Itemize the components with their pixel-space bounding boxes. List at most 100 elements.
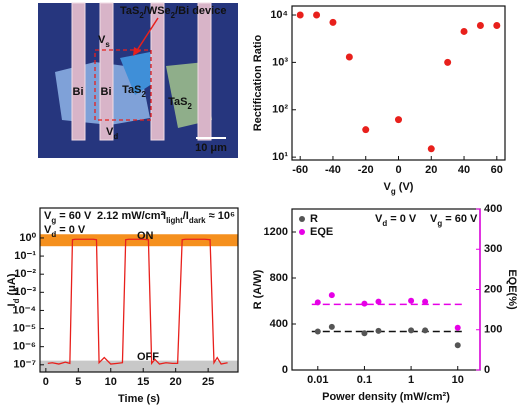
data-point xyxy=(454,324,461,331)
y-tick-label: 10⁻⁷ xyxy=(13,359,36,371)
text-part: V xyxy=(430,213,438,225)
text-part: TaS xyxy=(168,96,187,108)
y-tick-label: 10⁰ xyxy=(19,232,36,244)
vs-label: Vs xyxy=(98,34,110,49)
bi-label: Bi xyxy=(73,86,84,98)
y-axis-label: Id (μA) xyxy=(6,273,21,306)
data-point xyxy=(493,22,501,30)
data-point xyxy=(314,328,321,335)
y-tick-label: 800 xyxy=(270,272,288,284)
data-point xyxy=(313,11,321,19)
band xyxy=(40,360,238,372)
text-part: /WSe xyxy=(144,5,171,17)
x-tick-label: 40 xyxy=(458,164,470,176)
x-axis-label: Vg (V) xyxy=(384,181,414,196)
text-part: d xyxy=(113,132,118,141)
x-tick-label: 20 xyxy=(170,376,182,388)
annotation: Vg = 60 V xyxy=(44,210,92,225)
flake xyxy=(120,52,158,95)
y2-tick-label: 400 xyxy=(484,203,502,215)
x-tick-label: 0 xyxy=(43,376,49,388)
y-tick-label: 10⁻⁴ xyxy=(13,304,36,316)
y2-tick-label: 300 xyxy=(484,243,502,255)
text-part: /Bi device xyxy=(175,5,226,17)
text-part: TaS xyxy=(120,5,139,17)
data-point xyxy=(328,292,335,299)
plot-frame xyxy=(291,5,506,161)
y2-tick-label: 200 xyxy=(484,283,502,295)
annotation: Vd = 0 V xyxy=(44,224,86,239)
scale-bar-label: 10 μm xyxy=(195,142,227,154)
x-tick-label: 20 xyxy=(425,164,437,176)
data-point xyxy=(361,330,368,337)
legend-label: EQE xyxy=(310,226,333,238)
text-part: V xyxy=(44,210,52,222)
y-tick-label: 10⁻¹ xyxy=(14,250,36,262)
text-part: d xyxy=(51,230,56,239)
data-point xyxy=(329,18,337,26)
vd-label: Vd xyxy=(106,126,118,141)
text-part: I xyxy=(6,303,18,306)
y-axis-label: Rectification Ratio xyxy=(252,34,264,131)
microscope-image xyxy=(38,2,238,158)
legend-label: R xyxy=(310,213,318,225)
text-part: V xyxy=(106,126,114,138)
data-point xyxy=(408,297,415,304)
x-tick-label: 10 xyxy=(105,376,117,388)
x-tick-label: 25 xyxy=(202,376,214,388)
text-part: d xyxy=(382,219,387,228)
text-part: 2 xyxy=(141,90,146,99)
electrode xyxy=(150,2,165,141)
data-point xyxy=(427,145,435,153)
text-part: g xyxy=(437,219,442,228)
data-line xyxy=(47,238,228,366)
device-box xyxy=(94,49,152,121)
text-part: = 60 V xyxy=(56,210,92,222)
x-tick-label: -20 xyxy=(358,164,374,176)
y2-tick-label: 0 xyxy=(484,364,490,376)
tas2-label: TaS2 xyxy=(122,84,146,99)
x-tick-label: 5 xyxy=(75,376,81,388)
data-point xyxy=(408,327,415,334)
annotation: Ilight/Idark ≈ 10⁶ xyxy=(163,210,235,225)
y-tick-label: 10⁻² xyxy=(14,268,36,280)
y-tick-label: 10¹ xyxy=(272,151,288,163)
text-part: s xyxy=(105,40,110,49)
text-part: g xyxy=(391,187,396,196)
text-part: g xyxy=(51,216,56,225)
data-point xyxy=(476,22,484,30)
electrode xyxy=(71,2,86,141)
y-tick-label: 10⁴ xyxy=(270,9,288,21)
text-part: V xyxy=(375,213,383,225)
x-tick-label: 0.01 xyxy=(307,374,328,386)
y-tick-label: 1200 xyxy=(264,226,288,238)
arrow-head xyxy=(133,47,141,56)
data-point xyxy=(444,58,452,66)
legend-marker xyxy=(299,216,305,222)
text-part: = 0 V xyxy=(56,224,86,236)
y-tick-label: 10⁻³ xyxy=(14,286,36,298)
y-tick-label: 10⁻⁶ xyxy=(13,341,36,353)
text-part: 2 xyxy=(139,11,144,20)
data-point xyxy=(422,327,429,334)
data-point xyxy=(296,11,304,19)
data-point xyxy=(375,327,382,334)
text-part: 2 xyxy=(187,102,192,111)
x-tick-label: 1 xyxy=(408,374,414,386)
data-point xyxy=(375,298,382,305)
x-tick-label: 0 xyxy=(395,164,401,176)
y-tick-label: 0 xyxy=(282,364,288,376)
data-point xyxy=(328,323,335,330)
annotation: Vd = 0 V xyxy=(375,213,417,228)
x-tick-label: 0.1 xyxy=(357,374,372,386)
tas2-label: TaS2 xyxy=(168,96,192,111)
arrow xyxy=(135,17,159,53)
text-part: d xyxy=(12,298,21,303)
annotation: 2.12 mW/cm² xyxy=(97,210,165,222)
y-tick-label: 10³ xyxy=(272,56,288,68)
text-part: light xyxy=(166,216,183,225)
electrode xyxy=(99,2,114,141)
data-point xyxy=(454,342,461,349)
x-tick-label: 15 xyxy=(137,376,149,388)
